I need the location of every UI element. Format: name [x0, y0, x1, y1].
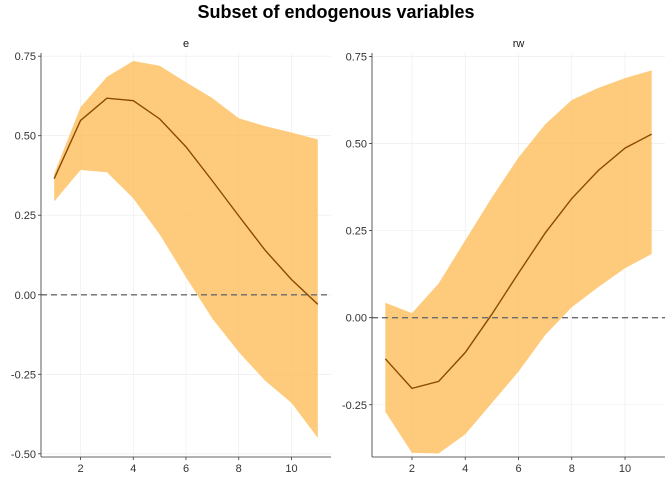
- y-tick-label: 0.25: [15, 210, 36, 222]
- panel-label-rw: rw: [513, 38, 525, 50]
- chart-title: Subset of endogenous variables: [197, 2, 475, 22]
- x-tick-label: 4: [462, 463, 468, 475]
- panel-e: e -0.50 -0.25 0.00 0.25 0.50 0.75 2 4 6 8 10: [11, 38, 331, 475]
- x-tick-label: 8: [236, 463, 242, 475]
- y-tick-label: 0.00: [346, 313, 367, 325]
- x-tick-label: 2: [409, 463, 415, 475]
- confidence-band-e: [54, 60, 318, 438]
- y-tick-label: 0.50: [346, 139, 367, 151]
- y-tick-label: 0.50: [15, 131, 36, 143]
- median-line-rw: [384, 133, 653, 390]
- y-tick-label: 0.25: [346, 226, 367, 238]
- y-tick-label: -0.25: [342, 400, 367, 412]
- y-tick-label: -0.50: [11, 449, 36, 461]
- x-tick-label: 8: [569, 463, 575, 475]
- x-tick-label: 6: [515, 463, 521, 475]
- x-tick-label: 10: [285, 463, 297, 475]
- y-tick-label: -0.25: [11, 369, 36, 381]
- x-tick-label: 10: [619, 463, 631, 475]
- x-tick-label: 4: [130, 463, 136, 475]
- x-tick-label: 6: [183, 463, 189, 475]
- panel-label-e: e: [183, 38, 189, 50]
- y-tick-label: 0.75: [15, 51, 36, 63]
- x-tick-label: 2: [77, 463, 83, 475]
- y-tick-label: 0.75: [346, 51, 367, 63]
- panel-rw: rw -0.25 0.00 0.25 0.50 0.75 2 4 6 8 10: [342, 38, 665, 475]
- median-line-e: [53, 97, 319, 305]
- y-tick-label: 0.00: [15, 290, 36, 302]
- confidence-band-rw: [385, 70, 652, 454]
